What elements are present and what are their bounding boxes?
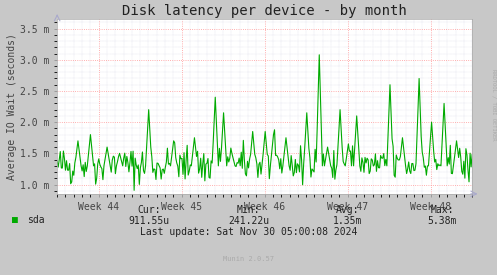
Text: sda: sda: [27, 215, 45, 225]
Text: Max:: Max:: [430, 205, 454, 215]
Text: 241.22u: 241.22u: [228, 216, 269, 226]
Text: Munin 2.0.57: Munin 2.0.57: [223, 256, 274, 262]
Text: RRDTOOL / TOBI OETIKER: RRDTOOL / TOBI OETIKER: [491, 69, 496, 140]
Text: 1.35m: 1.35m: [333, 216, 363, 226]
Title: Disk latency per device - by month: Disk latency per device - by month: [122, 4, 407, 18]
Text: Avg:: Avg:: [336, 205, 360, 215]
Text: Min:: Min:: [237, 205, 260, 215]
Y-axis label: Average IO Wait (seconds): Average IO Wait (seconds): [7, 33, 17, 180]
Text: ■: ■: [12, 215, 18, 225]
Text: 5.38m: 5.38m: [427, 216, 457, 226]
Text: 911.55u: 911.55u: [129, 216, 169, 226]
Text: Cur:: Cur:: [137, 205, 161, 215]
Text: Last update: Sat Nov 30 05:00:08 2024: Last update: Sat Nov 30 05:00:08 2024: [140, 227, 357, 237]
